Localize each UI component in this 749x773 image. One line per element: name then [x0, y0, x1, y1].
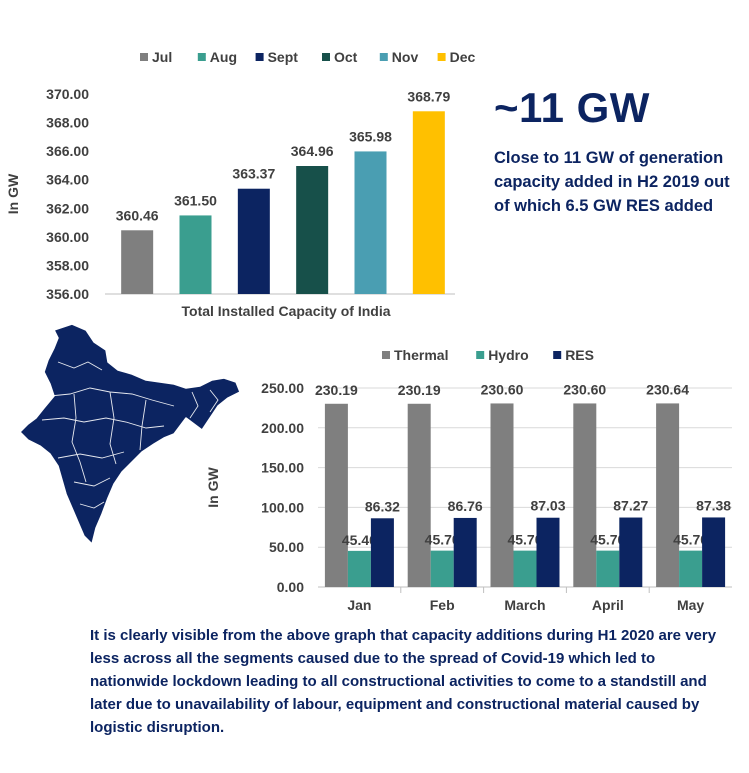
data-label-aug: 361.50 [174, 192, 217, 208]
bar-hydro-march [513, 550, 537, 587]
data-label-sept: 363.37 [232, 166, 275, 182]
data-label-jul: 360.46 [116, 207, 159, 223]
bar-res-march [536, 517, 560, 587]
legend-label-oct: Oct [334, 49, 358, 65]
data-label-thermal-jan: 230.19 [315, 382, 358, 398]
bar-hydro-may [679, 550, 703, 587]
legend-swatch-hydro [476, 351, 485, 359]
y-tick-label: 356.00 [46, 286, 89, 302]
y-tick-label: 0.00 [277, 579, 304, 595]
data-label-res-may: 87.38 [696, 497, 731, 513]
bar-thermal-jan [324, 403, 348, 587]
legend-label-thermal: Thermal [394, 347, 448, 363]
data-label-hydro-feb: 45.70 [425, 532, 460, 548]
legend-label-aug: Aug [210, 49, 237, 65]
y-tick-label: 200.00 [261, 420, 304, 436]
capacity-chart-h2-2019: Jul Aug Sept Oct Nov Dec 356.00 358.00 360.00 362… [5, 49, 475, 319]
bar-thermal-feb [407, 403, 431, 587]
y-axis-title: In GW [5, 173, 21, 214]
data-label-hydro-april: 45.70 [590, 532, 625, 548]
data-label-thermal-may: 230.64 [646, 381, 689, 397]
footer-paragraph: It is clearly visible from the above gra… [90, 627, 717, 736]
legend-swatch-sept [255, 53, 264, 61]
bar-dec [412, 111, 445, 295]
data-label-res-march: 87.03 [530, 498, 565, 514]
y-tick-label: 366.00 [46, 143, 89, 159]
y-tick-label: 368.00 [46, 115, 89, 131]
legend-label-hydro: Hydro [488, 347, 528, 363]
legend-swatch-dec [437, 53, 446, 61]
y-tick-label: 250.00 [261, 380, 304, 396]
bar-hydro-feb [430, 550, 454, 587]
x-tick-label-march: March [504, 597, 545, 613]
y-tick-label: 150.00 [261, 460, 304, 476]
headline-description: Close to 11 GW of generation capacity ad… [494, 149, 730, 215]
y-tick-label: 362.00 [46, 200, 89, 216]
bar-hydro-april [596, 550, 620, 587]
data-label-nov: 365.98 [349, 128, 392, 144]
bar-thermal-march [490, 403, 514, 587]
bar-thermal-april [573, 403, 597, 587]
legend-label-res: RES [565, 347, 594, 363]
bar-res-may [702, 517, 726, 587]
india-map-icon [14, 322, 246, 559]
bar-hydro-jan [347, 550, 371, 587]
y-tick-label: 360.00 [46, 229, 89, 245]
y-tick-label: 100.00 [261, 499, 304, 515]
data-label-res-jan: 86.32 [365, 498, 400, 514]
capacity-chart-h1-2020: Thermal Hydro RES 0.00 50.00 100.00 150.00 200.… [205, 347, 732, 613]
y-tick-label: 370.00 [46, 86, 89, 102]
data-label-hydro-may: 45.70 [673, 532, 708, 548]
y-tick-label: 364.00 [46, 172, 89, 188]
bar-sept [237, 188, 270, 294]
legend-label-dec: Dec [450, 49, 476, 65]
x-tick-label-april: April [592, 597, 624, 613]
bar-aug [179, 215, 212, 294]
legend-swatch-res [553, 351, 562, 359]
data-label-thermal-feb: 230.19 [398, 382, 441, 398]
bar-jul [121, 230, 154, 294]
x-tick-label-jan: Jan [347, 597, 371, 613]
headline-capacity: ~11 GW [494, 84, 650, 131]
x-tick-label-may: May [677, 597, 704, 613]
x-axis-title: Total Installed Capacity of India [182, 303, 391, 319]
legend-swatch-nov [379, 53, 388, 61]
data-label-res-feb: 86.76 [448, 498, 483, 514]
data-label-res-april: 87.27 [613, 498, 648, 514]
legend-label-nov: Nov [392, 49, 419, 65]
bar-res-april [619, 517, 643, 587]
legend-label-jul: Jul [152, 49, 172, 65]
legend-label-sept: Sept [268, 49, 299, 65]
legend-swatch-oct [322, 53, 330, 61]
bar-thermal-may [656, 403, 680, 587]
y-tick-label: 50.00 [269, 539, 304, 555]
legend-swatch-aug [197, 53, 206, 61]
bar-nov [354, 151, 387, 294]
data-label-hydro-jan: 45.40 [342, 532, 377, 548]
data-label-thermal-april: 230.60 [563, 381, 606, 397]
data-label-thermal-march: 230.60 [481, 381, 524, 397]
bar-oct [296, 166, 329, 294]
legend-swatch-jul [140, 53, 148, 61]
data-label-dec: 368.79 [407, 88, 450, 104]
legend-swatch-thermal [382, 351, 390, 359]
data-label-oct: 364.96 [291, 143, 334, 159]
y-tick-label: 358.00 [46, 257, 89, 273]
y-axis-title: In GW [205, 466, 221, 507]
bar-res-jan [370, 518, 394, 587]
data-label-hydro-march: 45.70 [507, 532, 542, 548]
bar-res-feb [453, 517, 477, 587]
x-tick-label-feb: Feb [430, 597, 455, 613]
